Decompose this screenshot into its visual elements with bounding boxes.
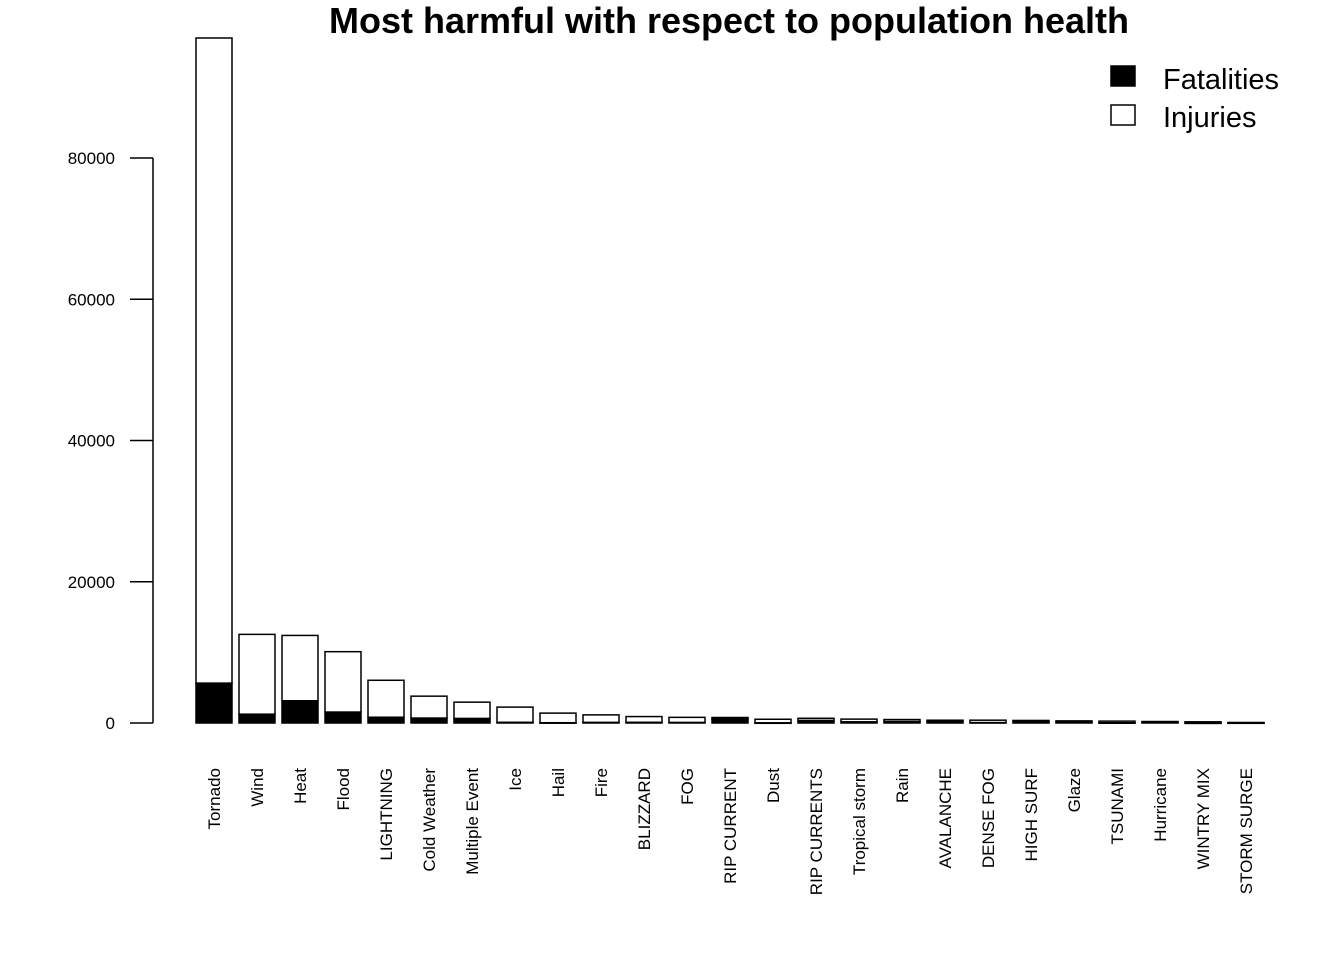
bar-heat-injuries (281, 634, 319, 702)
bar-cold-weather-injuries (410, 695, 448, 719)
x-tick-label: DENSE FOG (979, 768, 998, 868)
bar-fire-injuries (582, 714, 620, 724)
x-tick-label: Wind (248, 768, 267, 807)
legend-label-fatalities: Fatalities (1163, 64, 1279, 96)
bar-blizzard-injuries (625, 715, 663, 724)
x-tick-label: Rain (893, 768, 912, 803)
y-tick-label: 80000 (68, 149, 115, 168)
bar-storm-surge-injuries (1227, 721, 1265, 724)
bar-lightning-injuries (367, 679, 405, 718)
legend: Fatalities Injuries (1110, 64, 1279, 134)
x-tick-label: Dust (764, 768, 783, 803)
y-tick-label: 20000 (68, 573, 115, 592)
x-tick-label: Glaze (1065, 768, 1084, 812)
bar-avalanche-injuries (926, 719, 964, 723)
bar-rip-current-injuries (711, 716, 749, 720)
x-tick-label: Hurricane (1151, 768, 1170, 842)
bar-heat-fatalities (281, 700, 319, 724)
bar-dense-fog-injuries (969, 719, 1007, 724)
bar-hail-injuries (539, 712, 577, 724)
bar-wind-fatalities (238, 713, 276, 724)
bar-multiple-event-injuries (453, 701, 491, 720)
x-tick-label: Heat (291, 768, 310, 804)
bar-rain-injuries (883, 718, 921, 723)
x-tick-label: Ice (506, 768, 525, 791)
x-tick-label: Fire (592, 768, 611, 797)
legend-swatch-fatalities (1110, 65, 1136, 87)
bar-wintry-mix-injuries (1184, 721, 1222, 724)
y-tick-label: 60000 (68, 290, 115, 309)
bar-dust-injuries (754, 718, 792, 724)
bar-lightning-fatalities (367, 716, 405, 724)
x-tick-label: Flood (334, 768, 353, 811)
bar-flood-injuries (324, 650, 362, 713)
chart-title: Most harmful with respect to population … (329, 0, 1129, 41)
x-tick-label: Cold Weather (420, 768, 439, 872)
x-tick-label: STORM SURGE (1237, 768, 1256, 894)
y-axis: 0 20000 40000 60000 80000 (68, 149, 154, 733)
x-tick-label: RIP CURRENT (721, 768, 740, 884)
x-tick-label: Multiple Event (463, 768, 482, 875)
bar-ice-injuries (496, 706, 534, 724)
bars (195, 37, 1265, 725)
bar-hurricane-injuries (1141, 720, 1179, 723)
bar-tornado-fatalities (195, 682, 233, 724)
bar-flood-fatalities (324, 711, 362, 724)
y-tick-label: 0 (106, 714, 115, 733)
bar-fog-injuries (668, 716, 706, 724)
x-tick-label: HIGH SURF (1022, 768, 1041, 862)
bar-glaze-injuries (1055, 720, 1093, 724)
x-axis-labels: Tornado Wind Heat Flood LIGHTNING Cold Weathe… (205, 768, 1256, 896)
bar-wind-injuries (238, 633, 276, 715)
x-tick-label: FOG (678, 768, 697, 805)
bar-tropical-storm-injuries (840, 718, 878, 723)
x-tick-label: WINTRY MIX (1194, 768, 1213, 869)
bar-high-surf-injuries (1012, 719, 1050, 723)
x-tick-label: TSUNAMI (1108, 768, 1127, 845)
x-tick-label: Tornado (205, 768, 224, 829)
x-tick-label: AVALANCHE (936, 768, 955, 868)
x-tick-label: Tropical storm (850, 768, 869, 875)
bar-rip-currents-injuries (797, 717, 835, 722)
bar-tornado-injuries (195, 37, 233, 684)
x-tick-label: LIGHTNING (377, 768, 396, 861)
bar-tsunami-injuries (1098, 720, 1136, 724)
x-tick-label: Hail (549, 768, 568, 797)
x-tick-label: BLIZZARD (635, 768, 654, 850)
legend-swatch-injuries (1110, 104, 1136, 126)
legend-label-injuries: Injuries (1163, 102, 1257, 134)
x-tick-label: RIP CURRENTS (807, 768, 826, 895)
y-tick-label: 40000 (68, 432, 115, 451)
